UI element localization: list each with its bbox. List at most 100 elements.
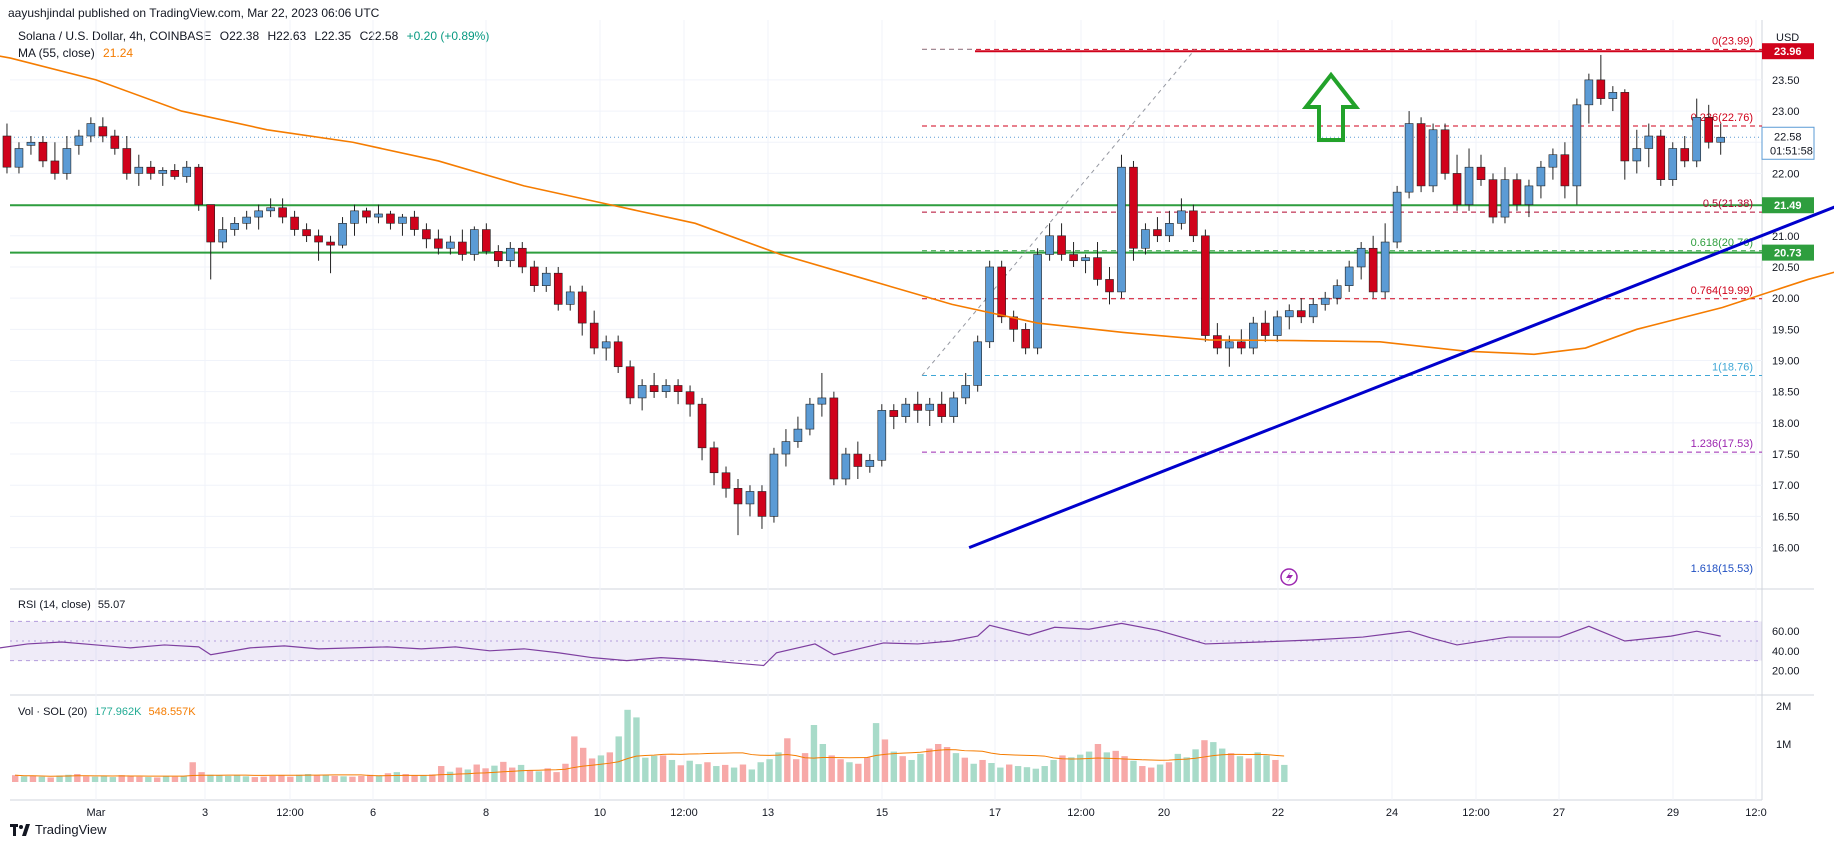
candle (673, 379, 683, 405)
volume-tick-label: 2M (1776, 701, 1791, 713)
rsi-line (0, 622, 1721, 667)
volume-bar (846, 762, 853, 782)
candle (865, 454, 875, 473)
candle-body (1680, 148, 1690, 162)
candle (709, 441, 719, 486)
volume-bar (118, 775, 125, 782)
price-tick-label: 16.50 (1772, 511, 1800, 523)
candle-body (913, 403, 923, 411)
candle-body (1584, 79, 1594, 106)
candle-body (86, 123, 96, 137)
candle (901, 397, 911, 423)
up-arrow-icon (1301, 71, 1361, 142)
candle-body (1177, 210, 1186, 224)
volume-bar (171, 776, 179, 782)
volume-bar (1227, 753, 1235, 782)
volume-bar (393, 772, 401, 782)
candle-body (410, 216, 419, 230)
candle-body (1428, 129, 1438, 187)
candle (877, 404, 887, 467)
candle-body (2, 135, 12, 168)
volume-bar (704, 762, 711, 782)
grid (9, 19, 1814, 801)
time-tick-label: 29 (1667, 807, 1679, 819)
candle-body (1045, 235, 1054, 255)
candle (1632, 129, 1642, 174)
candle (278, 198, 287, 224)
volume-bar (304, 774, 312, 782)
candle (98, 117, 108, 143)
candle-body (1668, 148, 1678, 180)
volume-bar (606, 752, 614, 782)
brand-name: TradingView (35, 822, 107, 837)
volume-bar (100, 775, 108, 782)
time-tick-label: 22 (1272, 807, 1284, 819)
ma-label[interactable]: MA (55, close) (18, 46, 95, 60)
volume-bar (233, 775, 241, 782)
time-tick-label: 20 (1158, 807, 1170, 819)
volume-bar (446, 771, 454, 782)
volume-bar (509, 767, 516, 782)
volume-bar (997, 767, 1004, 782)
volume-value-2: 548.557K (148, 706, 196, 718)
volume-bar (1183, 757, 1190, 782)
price-tick-label: 21.00 (1772, 231, 1800, 243)
candle (553, 266, 563, 311)
candle (853, 441, 863, 479)
candle-body (314, 235, 323, 243)
volume-bar (580, 747, 587, 782)
candle (1165, 210, 1174, 243)
symbol-title[interactable]: Solana / U.S. Dollar, 4h, COINBASE (18, 29, 212, 43)
candle-body (122, 148, 132, 174)
price-tag-bg (1762, 244, 1814, 261)
candle (1428, 123, 1438, 193)
lightning-icon[interactable] (1280, 568, 1298, 586)
trendline[interactable] (968, 120, 1834, 549)
volume-bar (810, 725, 818, 782)
volume-bar (29, 775, 37, 782)
tradingview-brand[interactable]: TradingView (10, 822, 107, 837)
volume-bar (358, 775, 365, 782)
time-tick-label: 13 (762, 807, 774, 819)
rsi-label[interactable]: RSI (14, close) (18, 599, 91, 611)
horizontal-levels (10, 50, 1762, 254)
candle-body (26, 141, 36, 146)
candle (1488, 173, 1498, 224)
candle (1141, 223, 1150, 255)
candle-body (1512, 179, 1522, 205)
candle-body (1332, 285, 1342, 299)
candle (446, 235, 455, 255)
candle (1560, 142, 1570, 199)
volume-bar (890, 751, 898, 782)
candle (326, 235, 335, 274)
candle-body (1081, 257, 1090, 262)
candle (1213, 323, 1222, 355)
volume-bar (1032, 768, 1040, 782)
candle (1237, 329, 1246, 355)
publisher-line: aayushjindal published on TradingView.co… (8, 6, 380, 20)
ma-polyline (0, 55, 1834, 356)
volume-label[interactable]: Vol · SOL (20) (18, 706, 88, 718)
volume-bar (1254, 752, 1261, 782)
candle (170, 164, 180, 180)
candle-body (350, 210, 359, 224)
candle (889, 404, 899, 430)
candle (122, 136, 132, 180)
candle-body (146, 166, 156, 174)
candle-body (98, 126, 108, 137)
volume-bar (801, 753, 809, 782)
candle-body (218, 229, 227, 243)
volume-bar (1068, 757, 1075, 782)
volume-bar (74, 774, 81, 782)
volume-bar (411, 775, 418, 782)
candle-body (1284, 310, 1294, 318)
volume-bar (553, 772, 560, 782)
volume-bar (722, 764, 729, 782)
volume-bar (1050, 759, 1057, 782)
candle (1704, 104, 1714, 149)
price-tick-label: 18.00 (1772, 418, 1800, 430)
candle (1249, 316, 1258, 355)
volume-bar (748, 769, 756, 782)
candle (1500, 167, 1510, 224)
